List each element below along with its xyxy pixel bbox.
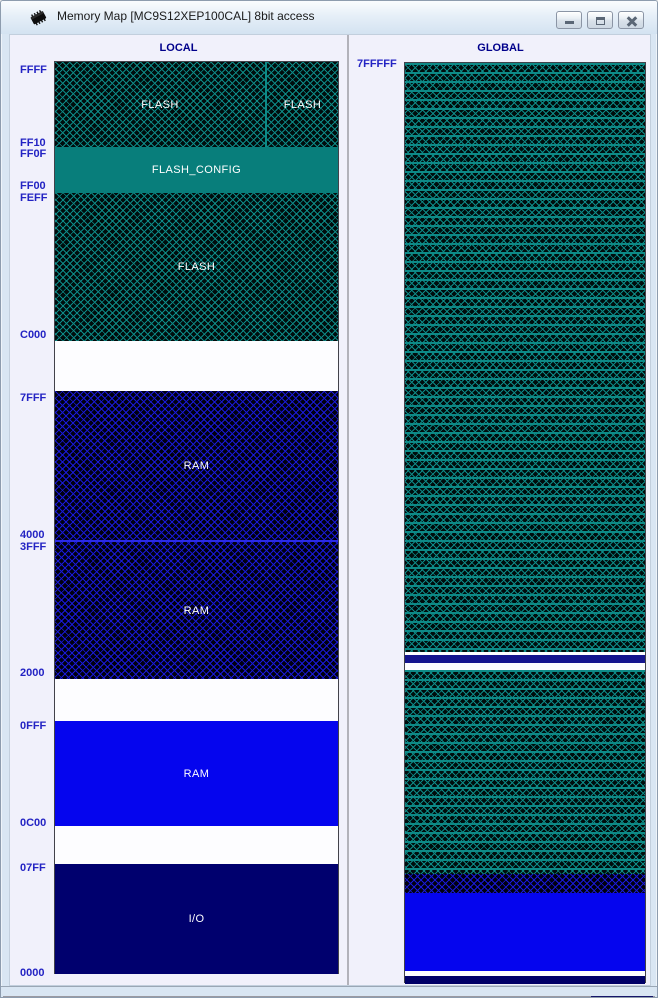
bottom-band-block xyxy=(405,976,645,984)
address-label-ffff: FFFF xyxy=(20,64,47,76)
unmapped-region xyxy=(405,971,645,976)
minimize-button[interactable] xyxy=(556,11,582,29)
address-label-07ff: 07FF xyxy=(20,862,46,874)
flash-pages-block xyxy=(405,63,645,652)
flash-config-block[interactable]: FLASH_CONFIG xyxy=(55,147,338,193)
block-label: RAM xyxy=(183,604,210,617)
address-label-ff10: FF10 xyxy=(20,137,46,149)
titlebar[interactable]: Memory Map [MC9S12XEP100CAL] 8bit access xyxy=(1,1,657,34)
address-label-4000: 4000 xyxy=(20,529,45,541)
unmapped-region xyxy=(405,652,645,655)
block-label: RAM xyxy=(183,767,210,780)
block-label: I/O xyxy=(188,913,205,925)
address-label-feff: FEFF xyxy=(20,192,48,204)
io-block[interactable]: I/O xyxy=(55,864,338,974)
unmapped-region xyxy=(55,679,338,721)
window-title: Memory Map [MC9S12XEP100CAL] 8bit access xyxy=(57,9,315,23)
address-label-7fff: 7FFF xyxy=(20,392,47,404)
flash-split-block[interactable]: FLASH FLASH xyxy=(55,62,338,147)
band-block xyxy=(405,655,645,663)
restore-button[interactable] xyxy=(587,11,613,29)
ram-block[interactable]: RAM xyxy=(55,721,338,826)
block-label: RAM xyxy=(183,459,210,472)
chip-icon xyxy=(28,8,48,28)
close-button[interactable] xyxy=(618,11,644,29)
close-icon xyxy=(626,16,638,27)
ram-block[interactable]: RAM xyxy=(55,391,338,540)
window-controls xyxy=(556,11,644,29)
local-address-labels: FFFF FF10 FF0F FF00 FEFF C000 7FFF 4000 3FFF 2000… xyxy=(20,35,60,985)
block-label: FLASH_CONFIG xyxy=(151,164,242,176)
block-label: FLASH xyxy=(265,62,338,147)
flash-block[interactable]: FLASH xyxy=(55,193,338,341)
ram-boundary-line xyxy=(55,540,338,542)
address-label-0000: 0000 xyxy=(20,967,45,979)
unmapped-region xyxy=(405,663,645,670)
ram-block[interactable]: RAM xyxy=(55,542,338,679)
address-label-c000: C000 xyxy=(20,329,47,341)
flash-pages-block xyxy=(405,670,645,874)
global-memory-column xyxy=(404,62,646,984)
address-label-7fffff: 7FFFFF xyxy=(357,58,397,70)
minimize-icon xyxy=(565,21,574,24)
unmapped-region xyxy=(55,341,338,391)
resize-grip[interactable] xyxy=(591,996,653,997)
address-label-0fff: 0FFF xyxy=(20,720,47,732)
address-label-3fff: 3FFF xyxy=(20,541,47,553)
local-header: LOCAL xyxy=(159,42,198,54)
address-label-ff00: FF00 xyxy=(20,180,46,192)
block-label: FLASH xyxy=(177,261,216,273)
local-memory-column: FLASH FLASH FLASH_CONFIG FLASH RAM RAM RAM I/O xyxy=(54,61,339,974)
restore-icon xyxy=(596,17,605,25)
block-label: FLASH xyxy=(141,98,179,111)
address-label-0c00: 0C00 xyxy=(20,817,47,829)
global-address-labels: 7FFFFF xyxy=(357,35,403,985)
client-area: LOCAL GLOBAL FFFF FF10 FF0F FF00 FEFF C000 7FF… xyxy=(9,34,651,986)
address-label-2000: 2000 xyxy=(20,667,45,679)
unmapped-region xyxy=(55,826,338,864)
bottom-edge-line xyxy=(3,996,655,997)
panel-divider xyxy=(347,35,349,985)
global-header: GLOBAL xyxy=(477,42,524,54)
ram-solid-block xyxy=(405,893,645,971)
window-bottom-frame xyxy=(1,986,657,997)
ram-hatch-block xyxy=(405,874,645,893)
address-label-ff0f: FF0F xyxy=(20,148,47,160)
